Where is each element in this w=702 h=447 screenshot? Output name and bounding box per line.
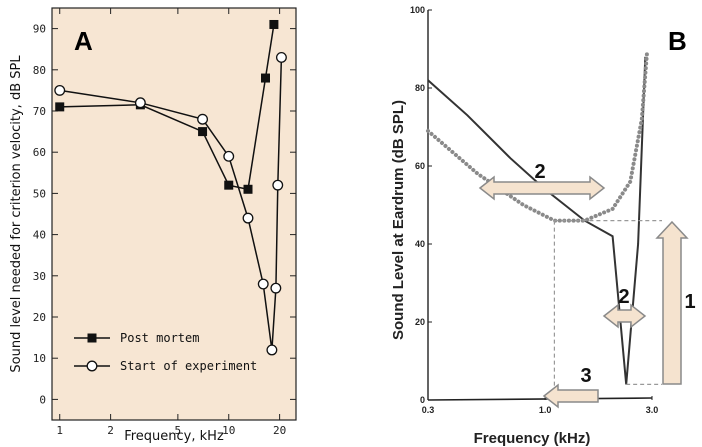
y-axis-title: Sound level needed for criterion velocit… (9, 55, 24, 373)
annotation-label: 3 (580, 365, 591, 387)
y-tick-label: 50 (33, 187, 46, 200)
guide-lines (553, 220, 662, 400)
annotation-arrow-3 (542, 383, 599, 409)
data-point (134, 97, 146, 109)
y-tick-label: 20 (415, 317, 425, 327)
x-axis-title: Frequency (kHz) (474, 430, 591, 447)
y-tick-label: 0 (39, 393, 46, 406)
y-tick-label: 0 (420, 395, 425, 405)
y-tick-label: 80 (415, 83, 425, 93)
annotation-arrows: 2 2 1 3 (478, 161, 696, 409)
panel-b: 0 20 40 60 80 100 0.3 1.0 3.0 2 2 1 3 B Frequency (… (390, 5, 696, 447)
legend: Post mortem Start of experiment (74, 331, 257, 373)
data-point (272, 179, 284, 191)
series-line-dotted (426, 50, 649, 223)
data-point (269, 19, 279, 29)
data-point (257, 278, 269, 290)
annotation-label: 1 (684, 291, 695, 313)
data-point (266, 344, 278, 356)
y-tick-label: 10 (33, 352, 46, 365)
data-point (223, 150, 235, 162)
x-axis (427, 397, 653, 401)
x-tick-label: 2 (107, 424, 114, 437)
x-tick-label: 1.0 (539, 405, 552, 415)
data-point (198, 127, 208, 137)
legend-marker (86, 360, 98, 372)
y-tick-label: 90 (33, 23, 46, 36)
x-axis-title: Frequency, kHz (124, 429, 224, 444)
data-point (243, 184, 253, 194)
data-point (261, 73, 271, 83)
data-point (55, 102, 65, 112)
y-axis-title: Sound Level at Eardrum (dB SPL) (390, 100, 407, 340)
annotation-arrow-2-top (478, 175, 606, 201)
data-point (224, 180, 234, 190)
x-tick-label: 3.0 (646, 405, 659, 415)
y-tick-label: 40 (33, 229, 46, 242)
annotation-arrow-1 (655, 220, 689, 385)
y-tick-label: 80 (33, 64, 46, 77)
x-tick-label: 5 (175, 424, 182, 437)
y-tick-label: 70 (33, 105, 46, 118)
annotation-label: 2 (618, 286, 629, 308)
panel-a-plot-area (51, 7, 297, 421)
x-tick-label: 0.3 (422, 405, 435, 415)
legend-marker (87, 333, 97, 343)
data-point (54, 84, 66, 96)
y-tick-label: 60 (415, 161, 425, 171)
annotation-arrow-2-right (602, 303, 647, 329)
y-tick-label: 30 (33, 270, 46, 283)
y-tick-label: 20 (33, 311, 46, 324)
series-line (59, 57, 283, 351)
data-point (270, 282, 282, 294)
y-tick-label: 40 (415, 239, 425, 249)
panel-b-label: B (668, 26, 687, 56)
x-tick-label: 1 (56, 424, 63, 437)
annotation-label: 2 (534, 161, 545, 183)
legend-entry: Start of experiment (120, 359, 257, 373)
panel-a: 0 10 20 30 40 50 60 70 80 90 1 2 5 10 20 A Post mortem… (9, 7, 297, 444)
panel-a-label: A (74, 26, 93, 56)
data-point (197, 113, 209, 125)
x-tick-label: 20 (273, 424, 286, 437)
y-tick-label: 100 (410, 5, 425, 15)
legend-entry: Post mortem (120, 331, 199, 345)
data-point (275, 51, 287, 63)
data-point (242, 212, 254, 224)
x-tick-label: 10 (222, 424, 235, 437)
y-tick-label: 60 (33, 146, 46, 159)
